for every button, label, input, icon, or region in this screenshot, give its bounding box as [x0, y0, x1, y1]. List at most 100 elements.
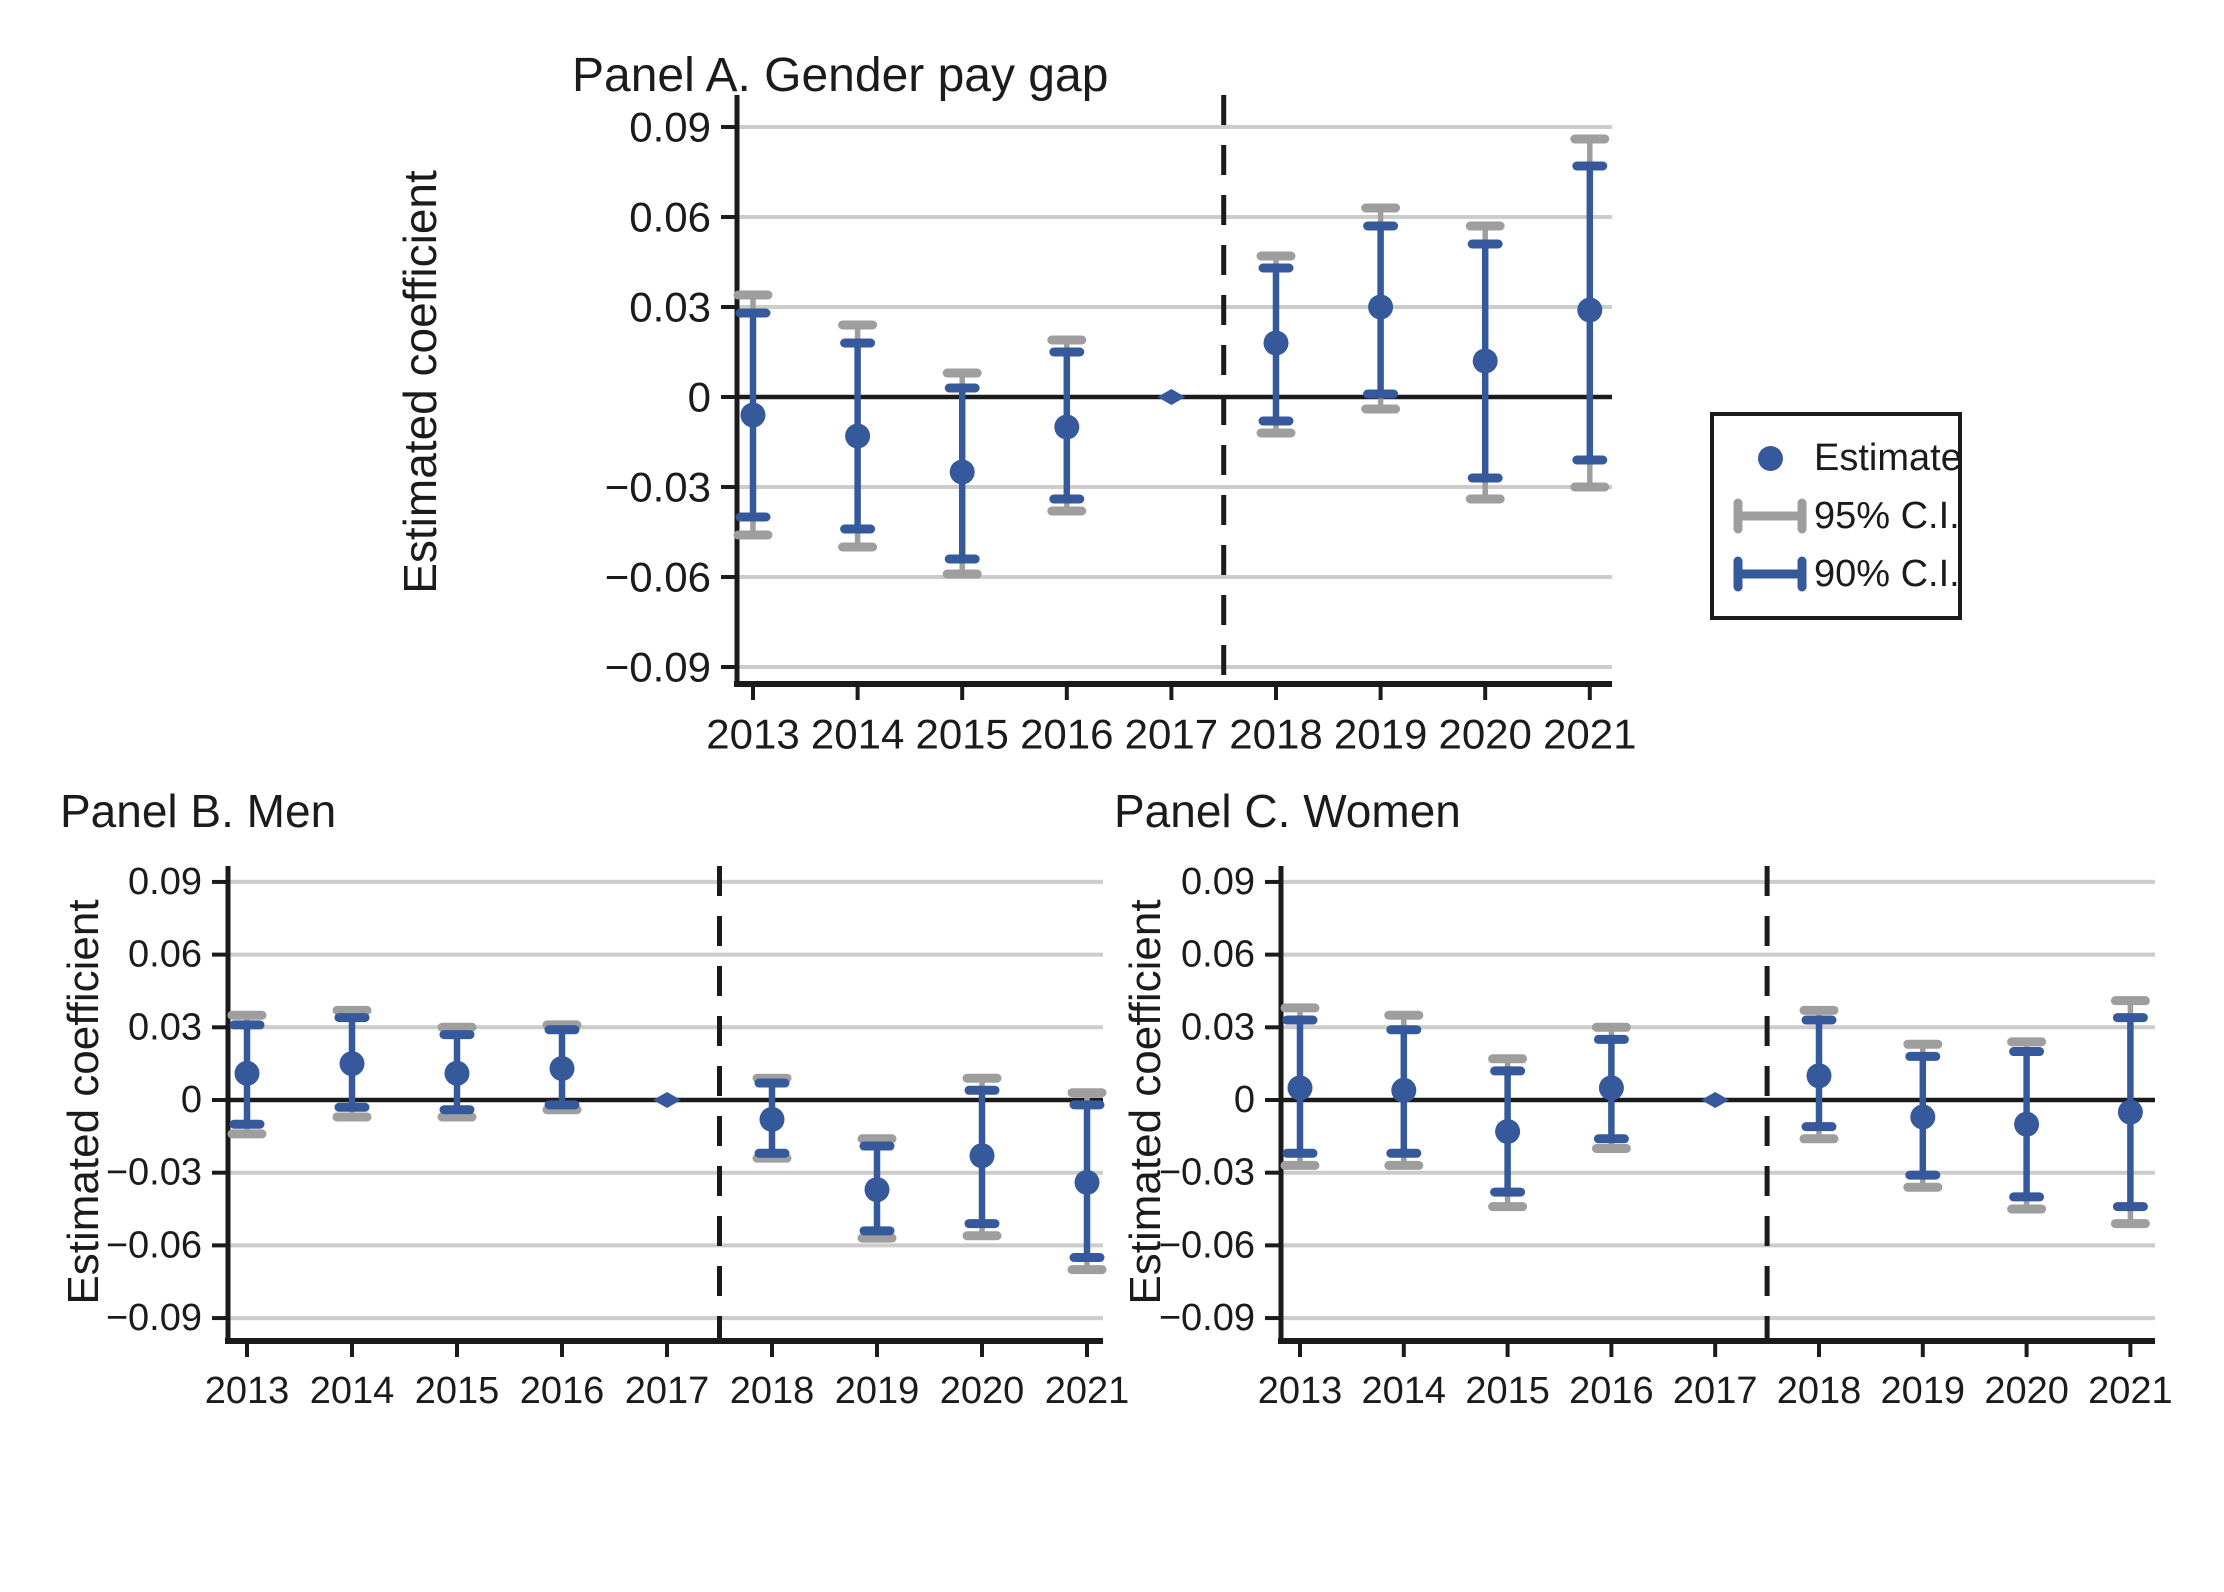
- panel-b-xtick-label: 2015: [415, 1370, 500, 1412]
- panel-a-ytick-label: 0: [688, 374, 711, 421]
- legend-item-label: Estimate: [1814, 436, 1962, 479]
- estimate-marker: [1074, 1169, 1100, 1195]
- estimate-marker: [1263, 330, 1289, 356]
- panel-b-xtick-label: 2014: [310, 1370, 395, 1412]
- estimate-dot-icon: [1726, 445, 1814, 471]
- legend-item-label: 90% C.I.: [1814, 552, 1960, 595]
- panel-b-ylabel: Estimated coefficient: [59, 899, 108, 1305]
- panel-c-ytick-label: 0.06: [1181, 934, 1255, 976]
- estimate-marker: [740, 402, 766, 428]
- estimate-marker: [864, 1177, 890, 1203]
- panel-b-series-2021: [1067, 1088, 1107, 1275]
- legend-item-95ci: 95% C.I.: [1726, 494, 1960, 537]
- panel-c-xtick-label: 2021: [2088, 1370, 2173, 1412]
- panel-c-ytick-label: 0.09: [1181, 861, 1255, 903]
- panel-b-series-2014: [332, 1005, 372, 1122]
- panel-b-xtick-label: 2018: [730, 1370, 815, 1412]
- panel-b-ytick-label: 0: [181, 1079, 202, 1121]
- panel-a-xtick-label: 2013: [706, 711, 799, 758]
- estimate-marker: [549, 1056, 575, 1082]
- panel-a-series-2020: [1465, 221, 1505, 504]
- panel-a-ytick-label: 0.06: [629, 194, 711, 241]
- panel-a-gridlines: [737, 125, 1612, 669]
- panel-a-ytick-label: −0.06: [605, 554, 711, 601]
- panel-b-xtick-label: 2020: [940, 1370, 1025, 1412]
- panel-b-xtick-label: 2019: [835, 1370, 920, 1412]
- panel-b-ytick-label: −0.06: [106, 1224, 202, 1266]
- estimate-marker: [1472, 348, 1498, 374]
- panel-a-series-2021: [1570, 134, 1610, 492]
- panel-c-ytick-label: 0.03: [1181, 1006, 1255, 1048]
- panel-c-series-2020: [2007, 1037, 2047, 1214]
- panel-a-xtick-label: 2020: [1438, 711, 1531, 758]
- panel-a-xtick-label: 2017: [1125, 711, 1218, 758]
- legend-item-label: 95% C.I.: [1814, 494, 1960, 537]
- estimate-marker: [1054, 414, 1080, 440]
- panel-b-ytick-label: −0.09: [106, 1297, 202, 1339]
- panel-c-ylabel: Estimated coefficient: [1121, 899, 1170, 1305]
- panel-a-title: Panel A. Gender pay gap: [572, 49, 1109, 102]
- panel-b-xtick-label: 2017: [625, 1370, 710, 1412]
- estimate-marker: [444, 1060, 470, 1086]
- ci90-ibeam-icon: [1726, 556, 1814, 592]
- panel-a-ytick-label: 0.03: [629, 284, 711, 331]
- estimate-marker: [1806, 1063, 1832, 1089]
- panel-a-series-2016: [1047, 335, 1087, 516]
- estimate-marker: [845, 423, 871, 449]
- panel-b-ytick-label: 0.06: [128, 934, 202, 976]
- estimate-marker: [1577, 297, 1603, 323]
- panel-c-ytick-label: −0.09: [1159, 1297, 1255, 1339]
- estimate-marker: [1368, 294, 1394, 320]
- panel-c-title: Panel C. Women: [1114, 785, 1461, 837]
- panel-c-ytick-label: −0.03: [1159, 1152, 1255, 1194]
- panel-b-series-2019: [857, 1134, 897, 1243]
- panel-b-series-2017: [653, 1092, 681, 1108]
- estimate-marker: [234, 1060, 260, 1086]
- estimate-marker: [1598, 1075, 1624, 1101]
- reference-marker: [1701, 1092, 1730, 1108]
- estimate-marker: [2014, 1111, 2040, 1137]
- panel-c-ytick-label: 0: [1234, 1079, 1255, 1121]
- estimate-marker: [759, 1106, 785, 1132]
- panel-c-xtick-label: 2017: [1673, 1370, 1758, 1412]
- panel-a-series-2015: [942, 368, 982, 579]
- panel-b-series-2015: [437, 1022, 477, 1122]
- panel-c-series-2015: [1488, 1054, 1528, 1212]
- estimate-marker: [1910, 1104, 1936, 1130]
- panel-c-series-2014: [1384, 1010, 1424, 1170]
- panel-a-series-2017: [1157, 389, 1186, 405]
- panel-a-series-2018: [1256, 251, 1296, 438]
- estimate-marker: [2117, 1099, 2143, 1125]
- panel-c-x-tick-labels: 2013 2014 2015 2016 2017 2018 2019 2020 2021: [1258, 1341, 2173, 1412]
- panel-b-xtick-label: 2021: [1045, 1370, 1130, 1412]
- panel-a-xtick-label: 2021: [1543, 711, 1636, 758]
- panel-c-gridlines: [1281, 879, 2155, 1321]
- panel-a-xtick-label: 2018: [1229, 711, 1322, 758]
- panel-a-y-tick-labels: 0.09 0.06 0.03 0 −0.03 −0.06 −0.09: [605, 104, 737, 691]
- panel-a-series-2019: [1361, 203, 1401, 414]
- panel-a-series-2014: [838, 320, 878, 552]
- panel-b-x-tick-labels: 2013 2014 2015 2016 2017 2018 2019 2020 2021: [205, 1341, 1130, 1412]
- panel-c-xtick-label: 2015: [1465, 1370, 1550, 1412]
- ci95-ibeam-icon: [1726, 498, 1814, 534]
- panel-c-xtick-label: 2018: [1777, 1370, 1862, 1412]
- panel-c-xtick-label: 2013: [1258, 1370, 1343, 1412]
- estimate-marker: [339, 1051, 365, 1077]
- panel-a-xtick-label: 2015: [915, 711, 1008, 758]
- panel-c-series-2019: [1903, 1039, 1943, 1192]
- legend-box: Estimate 95% C.I. 90% C.I.: [1710, 412, 1962, 620]
- panel-c-xtick-label: 2019: [1881, 1370, 1966, 1412]
- panel-c-xtick-label: 2014: [1362, 1370, 1447, 1412]
- estimate-marker: [1495, 1118, 1521, 1144]
- legend-item-estimate: Estimate: [1726, 437, 1962, 479]
- panel-a-x-tick-labels: 2013 2014 2015 2016 2017 2018 2019 2020 2021: [706, 684, 1637, 758]
- reference-marker: [1157, 389, 1186, 405]
- panel-a-xtick-label: 2019: [1334, 711, 1427, 758]
- panel-c-series-2021: [2110, 996, 2150, 1229]
- panel-c-y-tick-labels: 0.09 0.06 0.03 0 −0.03 −0.06 −0.09: [1159, 861, 1281, 1339]
- panel-b-xtick-label: 2013: [205, 1370, 290, 1412]
- panel-a-ytick-label: −0.09: [605, 644, 711, 691]
- panel-b-series-2020: [962, 1073, 1002, 1241]
